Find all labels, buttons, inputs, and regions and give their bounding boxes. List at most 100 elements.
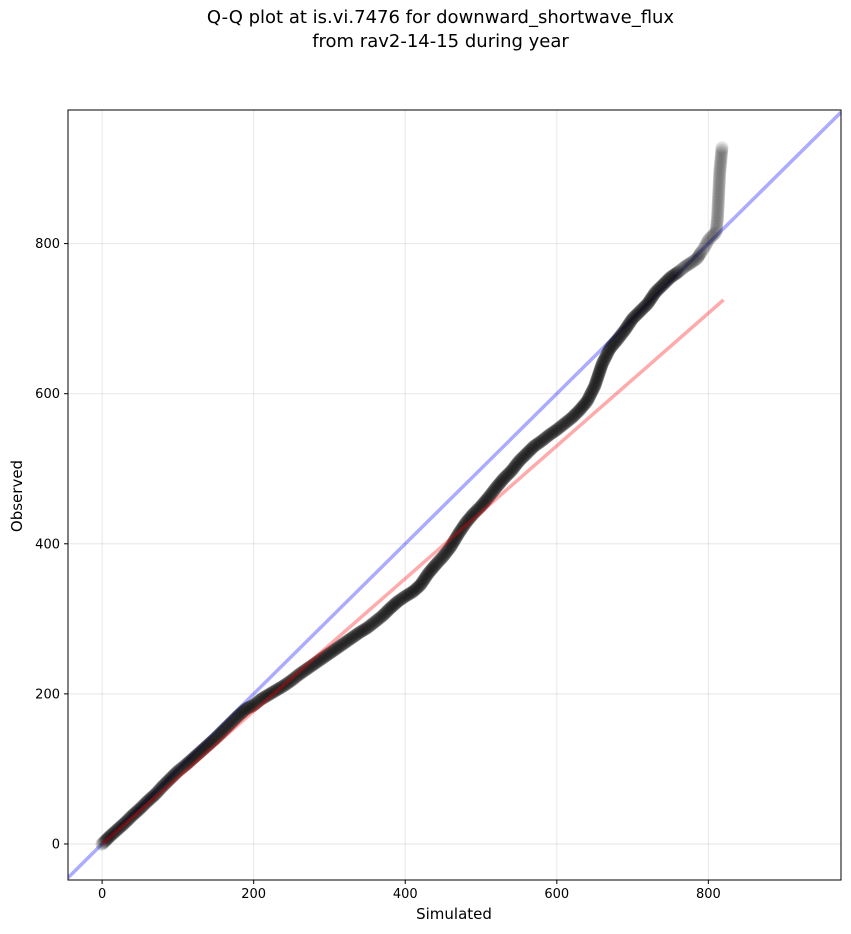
quantile-point [224, 716, 238, 730]
quantile-point [101, 831, 115, 845]
quantile-point [446, 536, 460, 550]
quantile-point [173, 762, 187, 776]
quantile-point [324, 645, 338, 659]
quantile-point [339, 635, 353, 649]
quantile-point [625, 313, 639, 327]
quantile-point [390, 596, 404, 610]
quantile-point [170, 765, 184, 779]
quantile-point [261, 688, 275, 702]
y-tick-label: 0 [52, 837, 60, 852]
quantile-point [234, 707, 248, 721]
quantile-point [595, 357, 609, 371]
quantile-point [611, 331, 625, 345]
quantile-point [138, 796, 152, 810]
quantile-point [406, 585, 420, 599]
quantile-point [714, 157, 728, 171]
quantile-point [407, 584, 421, 598]
quantile-point [599, 348, 613, 362]
quantile-point [209, 731, 223, 745]
quantile-point [485, 485, 499, 499]
quantile-point [610, 333, 624, 347]
quantile-point [144, 791, 158, 805]
quantile-point [614, 328, 628, 342]
quantile-point [163, 772, 177, 786]
quantile-point [571, 404, 585, 418]
quantile-point [619, 322, 633, 336]
quantile-point [559, 416, 573, 430]
quantile-point [473, 500, 487, 514]
quantile-point [155, 780, 169, 794]
quantile-point [320, 648, 334, 662]
quantile-point [220, 720, 234, 734]
quantile-point [142, 793, 156, 807]
quantile-point [301, 661, 315, 675]
quantile-point [200, 739, 214, 753]
quantile-point [226, 714, 240, 728]
quantile-point [606, 338, 620, 352]
quantile-point [450, 530, 464, 544]
quantile-point [612, 330, 626, 344]
quantile-point [203, 736, 217, 750]
axis-ticks: 0 200 400 600 800 0 200 400 600 800 [35, 237, 721, 902]
quantile-point [172, 763, 186, 777]
quantile-point [182, 755, 196, 769]
quantile-point [574, 401, 588, 415]
quantile-point [481, 491, 495, 505]
quantile-point [305, 659, 319, 673]
quantile-point [649, 284, 663, 298]
quantile-point [512, 454, 526, 468]
quantile-point [608, 336, 622, 350]
quantile-point [462, 512, 476, 526]
quantile-point [665, 269, 679, 283]
quantile-point [134, 801, 148, 815]
quantile-point [491, 478, 505, 492]
quantile-point [622, 317, 636, 331]
quantile-point [176, 760, 190, 774]
quantile-point [338, 636, 352, 650]
quantile-point [713, 162, 727, 176]
quantile-point [355, 624, 369, 638]
quantile-point [311, 654, 325, 668]
quantile-point [369, 614, 383, 628]
quantile-point [111, 822, 125, 836]
quantile-point [536, 433, 550, 447]
quantile-point [402, 587, 416, 601]
quantile-point [466, 507, 480, 521]
quantile-point [431, 555, 445, 569]
quantile-point [171, 764, 185, 778]
quantile-point [386, 598, 400, 612]
quantile-point [712, 171, 726, 185]
quantile-point [328, 643, 342, 657]
quantile-point [713, 170, 727, 184]
quantile-point [630, 307, 644, 321]
quantile-point [501, 467, 515, 481]
quantile-point [131, 804, 145, 818]
quantile-point [112, 821, 126, 835]
quantile-point [530, 437, 544, 451]
quantile-point [711, 206, 725, 220]
quantile-point [445, 537, 459, 551]
quantile-point [666, 269, 680, 283]
quantile-point [417, 573, 431, 587]
quantile-point [197, 742, 211, 756]
quantile-point [125, 808, 139, 822]
quantile-point [287, 671, 301, 685]
quantile-point [216, 724, 230, 738]
quantile-point [249, 696, 263, 710]
quantile-point [706, 228, 720, 242]
quantile-point [359, 622, 373, 636]
quantile-point [509, 458, 523, 472]
x-tick-label: 600 [544, 887, 569, 902]
quantile-point [372, 612, 386, 626]
quantile-point [253, 693, 267, 707]
quantile-point [315, 652, 329, 666]
quantile-point [570, 405, 584, 419]
quantile-point [411, 580, 425, 594]
quantile-point [440, 545, 454, 559]
quantile-point [128, 807, 142, 821]
quantile-point [642, 294, 656, 308]
quantile-point [686, 254, 700, 268]
quantile-point [675, 262, 689, 276]
quantile-point [243, 700, 257, 714]
quantile-point [183, 754, 197, 768]
